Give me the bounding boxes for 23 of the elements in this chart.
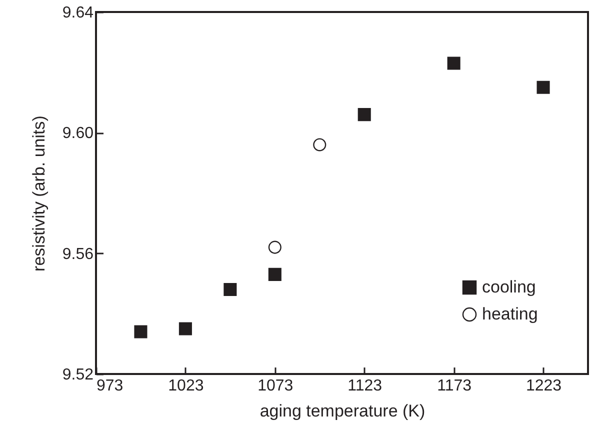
legend-label: cooling	[482, 278, 536, 296]
y-tick-label: 9.60	[62, 125, 94, 142]
y-tick-label: 9.52	[62, 366, 94, 384]
legend-label: heating	[482, 304, 538, 324]
point	[313, 138, 326, 152]
point	[178, 322, 192, 336]
point	[268, 240, 282, 254]
x-tick-label: 973	[96, 378, 124, 394]
point	[447, 56, 460, 70]
x-tick-label: 1223	[526, 378, 562, 394]
point	[134, 325, 148, 338]
x-axis-title: aging temperature (K)	[260, 402, 426, 420]
point	[536, 80, 550, 94]
y-tick-label: 9.56	[62, 246, 94, 263]
x-tick-label: 1023	[168, 378, 204, 394]
y-tick-label: 9.64	[62, 4, 94, 22]
x-tick-label: 1073	[258, 378, 294, 394]
point	[224, 283, 237, 296]
y-axis-title: resistivity (arb. units)	[29, 116, 48, 272]
point	[358, 108, 371, 122]
point	[268, 268, 282, 281]
x-tick-label: 1123	[348, 378, 382, 394]
x-tick-label: 1173	[437, 378, 472, 394]
